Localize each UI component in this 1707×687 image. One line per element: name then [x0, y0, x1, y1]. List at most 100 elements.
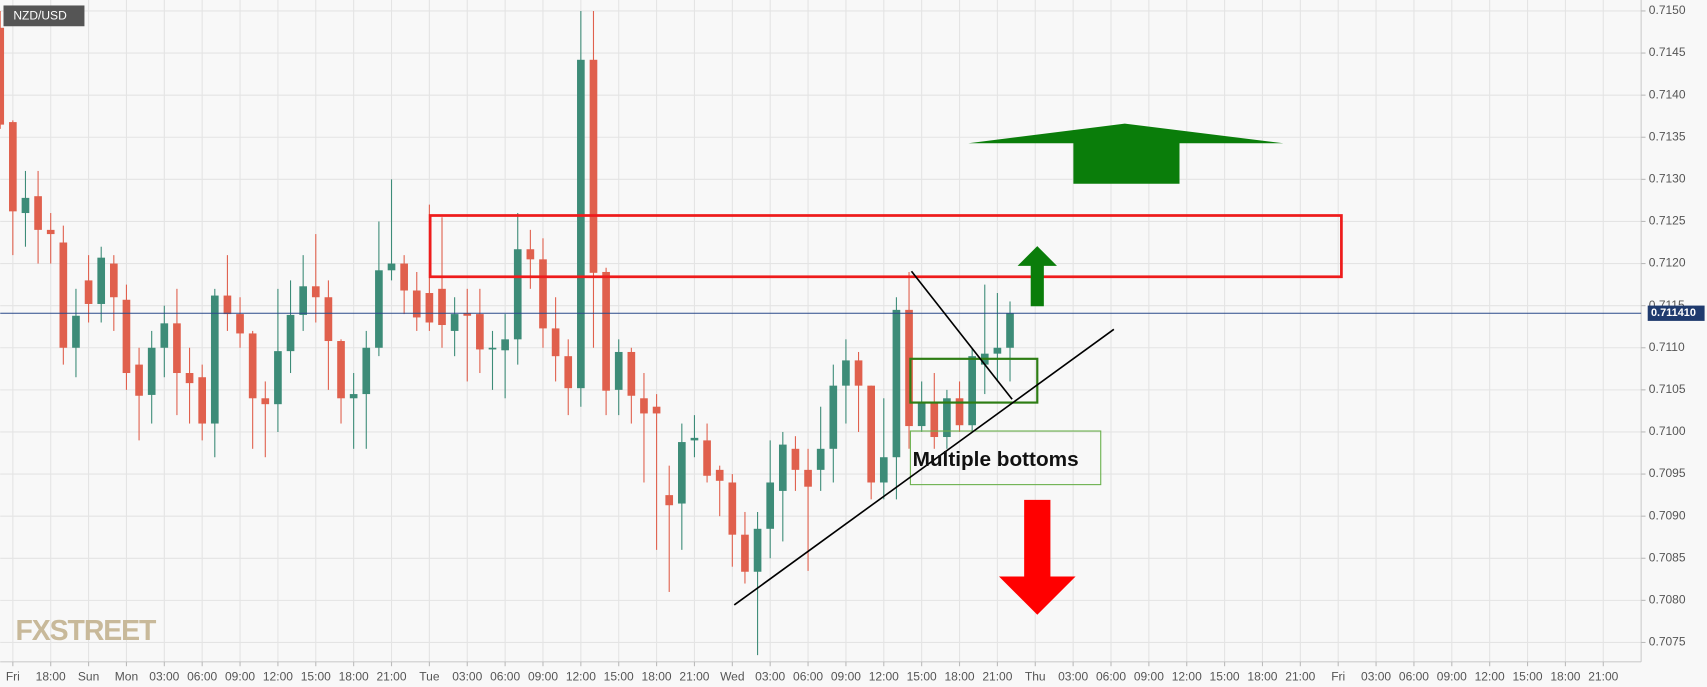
candle-body: [728, 482, 737, 535]
x-tick-label: 12:00: [566, 669, 596, 683]
x-tick-label: 18:00: [642, 669, 672, 683]
x-tick-label: 03:00: [452, 669, 482, 683]
candle-body: [463, 313, 472, 316]
candle-body: [173, 323, 181, 374]
candle-body: [867, 385, 876, 483]
candle-body: [955, 398, 964, 426]
x-tick-label: Tue: [419, 669, 440, 683]
candle-body: [311, 286, 320, 298]
candle-body: [0, 27, 5, 125]
candle-body: [299, 286, 307, 315]
x-tick-label: 03:00: [1058, 669, 1088, 683]
x-tick-label: Mon: [115, 669, 138, 683]
y-tick-label: 0.7125: [1649, 214, 1686, 228]
x-tick-label: 15:00: [907, 669, 937, 683]
candle-body: [274, 351, 282, 405]
x-tick-label: 06:00: [490, 669, 520, 683]
candle-body: [1006, 313, 1014, 348]
candle-body: [627, 351, 636, 396]
candle-body: [223, 295, 232, 315]
chart-title: NZD/USD: [13, 9, 67, 23]
candle-body: [741, 534, 749, 572]
x-tick-label: 12:00: [869, 669, 899, 683]
x-tick-label: 18:00: [1247, 669, 1277, 683]
candle-body: [488, 347, 497, 350]
x-tick-label: 09:00: [528, 669, 558, 683]
candle-body: [892, 309, 901, 458]
x-tick-label: 15:00: [1210, 669, 1240, 683]
candle-body: [185, 373, 194, 384]
candle-body: [804, 469, 812, 487]
candle-body: [72, 315, 80, 348]
x-tick-label: 21:00: [679, 669, 709, 683]
candle-body: [526, 249, 535, 260]
resistance-zone: [428, 214, 1343, 279]
y-tick-label: 0.7100: [1649, 424, 1686, 438]
last-price-badge: [1647, 305, 1705, 321]
candle-body: [362, 347, 371, 395]
candle-body: [9, 122, 17, 212]
candle-body: [21, 197, 30, 214]
candle-body: [147, 347, 156, 395]
x-tick-label: 09:00: [1134, 669, 1164, 683]
candle-body: [665, 495, 674, 506]
candle-body: [602, 271, 610, 391]
candle-body: [261, 398, 270, 405]
x-tick-label: 06:00: [1096, 669, 1126, 683]
candle-body: [778, 444, 787, 491]
candle-body: [816, 448, 825, 470]
x-tick-label: Fri: [6, 669, 20, 683]
candle-body: [375, 270, 383, 348]
candle-body: [135, 364, 143, 396]
axis-labels: 0.7075 0.7080 0.7085 0.7090 0.7095 0.7100 0.71…: [0, 3, 1705, 683]
x-tick-label: 06:00: [793, 669, 823, 683]
candle-body: [652, 406, 661, 414]
x-tick-label: Wed: [720, 669, 745, 683]
candle-body: [324, 297, 333, 342]
candle-body: [476, 314, 484, 350]
candle-body: [589, 59, 598, 273]
y-tick-label: 0.7085: [1649, 550, 1686, 564]
logo: FXSTREET: [16, 615, 157, 647]
x-tick-label: 18:00: [944, 669, 974, 683]
y-tick-label: 0.7095: [1649, 466, 1686, 480]
candles: [0, 10, 1014, 656]
candle-body: [753, 528, 762, 572]
candle-body: [539, 259, 547, 329]
candle-body: [715, 469, 724, 481]
y-tick-label: 0.7135: [1649, 129, 1686, 143]
candle-body: [46, 229, 55, 235]
candle-body: [412, 290, 421, 318]
annotation-box: [909, 430, 1102, 486]
candle-body: [122, 299, 131, 374]
down-arrow: [998, 499, 1076, 615]
x-tick-label: 21:00: [376, 669, 406, 683]
candle-body: [842, 360, 850, 386]
y-tick-label: 0.7140: [1649, 87, 1686, 101]
candle-body: [930, 402, 939, 438]
candle-body: [917, 402, 926, 427]
x-tick-label: Fri: [1331, 669, 1345, 683]
candle-body: [614, 351, 623, 390]
x-tick-label: 15:00: [1513, 669, 1543, 683]
candle-body: [577, 59, 585, 389]
y-tick-label: 0.7080: [1649, 593, 1686, 607]
candle-body: [854, 360, 863, 386]
candle-body: [349, 394, 358, 399]
candle-body: [501, 339, 509, 351]
candle-body: [337, 341, 345, 399]
candle-body: [678, 442, 686, 504]
candle-body: [198, 377, 207, 424]
candle-body: [450, 314, 459, 331]
candle-body: [791, 448, 800, 470]
candle-body: [160, 323, 169, 348]
x-tick-label: 06:00: [1399, 669, 1429, 683]
x-tick-label: 21:00: [1285, 669, 1315, 683]
y-tick-label: 0.7090: [1649, 508, 1686, 522]
x-tick-label: 12:00: [1172, 669, 1202, 683]
x-tick-label: 21:00: [1588, 669, 1618, 683]
x-tick-label: 09:00: [1437, 669, 1467, 683]
trendline-resistance: [910, 270, 1013, 400]
